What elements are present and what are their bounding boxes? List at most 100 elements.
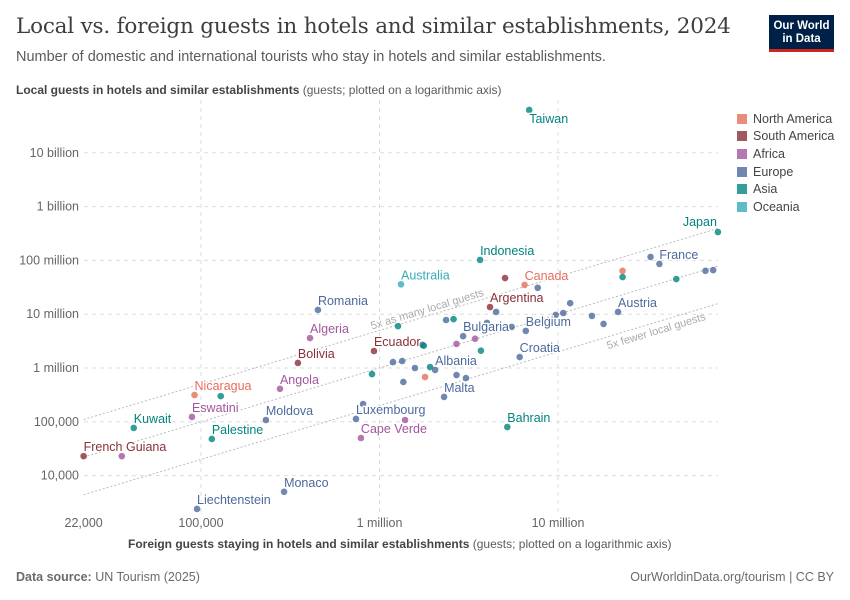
data-point — [492, 308, 500, 316]
point-label: Croatia — [520, 341, 560, 355]
point-label: Taiwan — [529, 112, 568, 126]
x-tick-label: 1 million — [357, 516, 403, 530]
data-point — [193, 505, 201, 513]
point-label: Bolivia — [298, 347, 335, 361]
point-label: Indonesia — [480, 244, 534, 258]
point-label: Belgium — [526, 315, 571, 329]
data-point — [471, 335, 479, 343]
data-point — [462, 374, 470, 382]
point-label: Angola — [280, 373, 319, 387]
data-point — [217, 392, 225, 400]
source-text: UN Tourism (2025) — [95, 570, 200, 584]
point-label: Palestine — [212, 423, 263, 437]
data-point — [486, 303, 494, 311]
data-point — [294, 359, 302, 367]
legend: North America South America Africa Europe As… — [737, 110, 834, 216]
legend-item[interactable]: Africa — [737, 145, 834, 163]
y-axis-label: Local guests in hotels and similar estab… — [16, 83, 502, 97]
data-point — [394, 322, 402, 330]
y-tick-label: 1 million — [33, 361, 79, 375]
legend-label: Oceania — [753, 199, 800, 214]
point-label: Canada — [525, 269, 569, 283]
data-point — [314, 306, 322, 314]
legend-item[interactable]: North America — [737, 110, 834, 128]
data-point — [130, 424, 138, 432]
data-point — [398, 357, 406, 365]
data-point — [442, 316, 450, 324]
x-axis-label: Foreign guests staying in hotels and sim… — [128, 537, 672, 551]
data-point — [421, 373, 429, 381]
legend-swatch — [737, 201, 747, 212]
source-label: Data source: — [16, 570, 92, 584]
data-point — [453, 340, 460, 348]
point-label: French Guiana — [84, 440, 167, 454]
data-point — [80, 452, 87, 460]
data-point — [368, 370, 376, 378]
y-tick-label: 1 billion — [37, 200, 79, 214]
chart-subtitle: Number of domestic and international tou… — [16, 49, 606, 65]
point-label: Japan — [683, 215, 717, 229]
data-point — [440, 393, 448, 401]
legend-item[interactable]: South America — [737, 128, 834, 146]
data-point — [118, 452, 126, 460]
data-point — [483, 319, 491, 327]
data-point — [352, 415, 360, 423]
point-label: Austria — [618, 296, 657, 310]
chart-title: Local vs. foreign guests in hotels and s… — [16, 14, 731, 39]
data-point — [208, 435, 216, 443]
legend-swatch — [737, 184, 747, 195]
data-point — [504, 423, 511, 431]
y-tick-label: 100,000 — [34, 415, 79, 429]
y-axis-label-main: Local guests in hotels and similar estab… — [16, 83, 300, 97]
reference-line — [83, 302, 720, 496]
data-point — [709, 266, 717, 274]
point-label: Monaco — [284, 476, 329, 490]
legend-label: South America — [753, 129, 835, 144]
data-point — [426, 363, 434, 371]
legend-swatch — [737, 148, 747, 159]
data-point — [420, 342, 428, 349]
x-axis-label-main: Foreign guests staying in hotels and sim… — [128, 537, 470, 551]
point-label: Bulgaria — [463, 320, 509, 334]
data-point — [647, 253, 654, 261]
x-tick-label: 10 million — [532, 516, 585, 530]
data-point — [521, 281, 528, 289]
point-label: Argentina — [490, 291, 544, 305]
data-point — [619, 273, 626, 281]
data-point — [359, 400, 367, 408]
y-tick-label: 100 million — [19, 253, 79, 267]
data-point — [566, 299, 574, 307]
data-point — [450, 315, 457, 323]
data-point — [400, 378, 407, 386]
owid-logo[interactable]: Our World in Data — [769, 15, 834, 52]
point-label: Ecuador — [374, 335, 421, 349]
point-label: Cape Verde — [361, 422, 427, 436]
point-label: Algeria — [310, 322, 349, 336]
legend-swatch — [737, 113, 747, 124]
data-point — [191, 391, 198, 399]
footer-url[interactable]: OurWorldinData.org/tourism | CC BY — [630, 570, 834, 584]
data-point — [280, 488, 288, 496]
point-label: Luxembourg — [356, 403, 426, 417]
legend-item[interactable]: Asia — [737, 180, 834, 198]
data-point — [501, 274, 509, 282]
legend-swatch — [737, 131, 747, 142]
data-point — [559, 309, 567, 317]
legend-item[interactable]: Europe — [737, 163, 834, 181]
point-label: Australia — [401, 268, 450, 282]
data-point — [188, 413, 196, 421]
data-point — [476, 256, 484, 264]
data-point — [656, 260, 663, 268]
legend-label: North America — [753, 111, 833, 126]
data-point — [516, 353, 523, 361]
data-point — [370, 347, 378, 355]
data-point — [714, 228, 722, 236]
point-label: Eswatini — [192, 401, 239, 415]
point-label: Moldova — [266, 404, 313, 418]
legend-swatch — [737, 166, 747, 177]
data-point — [431, 366, 439, 374]
data-point — [619, 267, 626, 275]
data-point — [588, 312, 596, 320]
legend-item[interactable]: Oceania — [737, 198, 834, 216]
